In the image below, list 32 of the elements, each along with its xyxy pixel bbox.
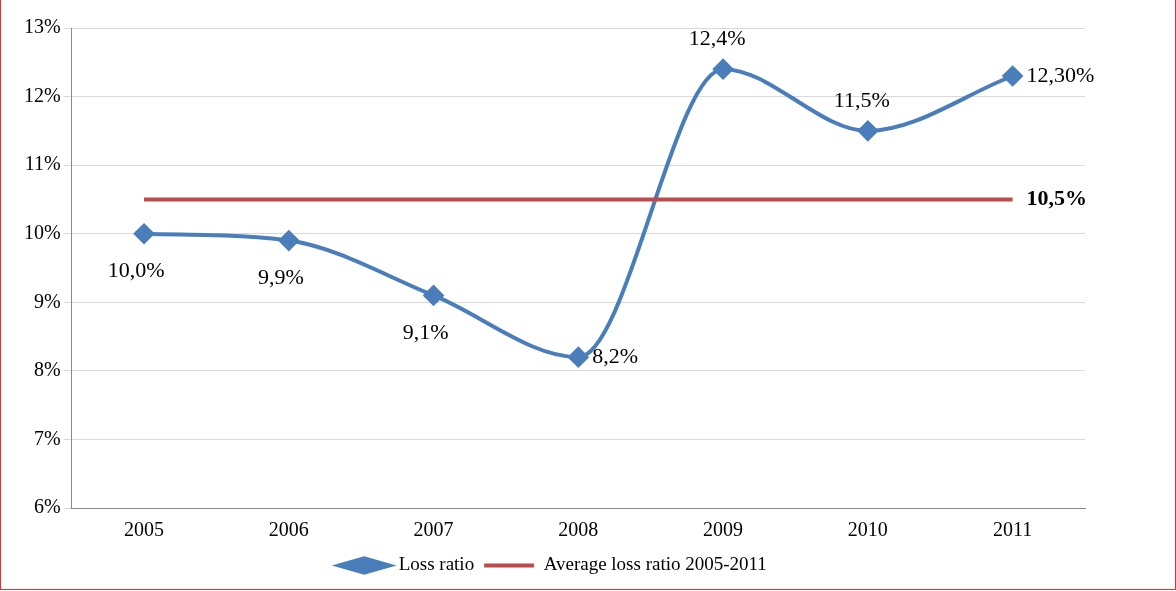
data-label: 12,4% — [688, 24, 746, 50]
point — [423, 285, 444, 306]
y-tick-label: 6% — [33, 495, 61, 518]
data-label: 11,5% — [833, 86, 890, 112]
point — [134, 223, 155, 244]
point — [568, 347, 589, 368]
data-label: 10,0% — [107, 257, 165, 283]
y-tick-label: 7% — [33, 426, 61, 449]
y-tick-label: 12% — [23, 83, 61, 106]
y-tick-label: 13% — [23, 15, 61, 38]
x-tick-label: 2008 — [558, 518, 599, 541]
x-tick-label: 2005 — [124, 518, 165, 541]
y-tick-label: 9% — [33, 289, 61, 312]
point — [713, 59, 734, 80]
data-label: 9,9% — [257, 264, 304, 290]
data-label: 9,1% — [402, 319, 449, 345]
legend-label: Average loss ratio 2005-2011 — [543, 553, 767, 575]
y-tick-label: 11% — [24, 152, 61, 175]
point — [857, 120, 878, 141]
y-tick-label: 10% — [23, 220, 61, 243]
x-tick-label: 2007 — [413, 518, 454, 541]
data-label: 12,30% — [1026, 61, 1095, 87]
y-tick-label: 8% — [33, 358, 61, 381]
data-label: 10,5% — [1026, 185, 1088, 211]
x-tick-label: 2006 — [268, 518, 309, 541]
point — [278, 230, 299, 251]
point — [1002, 66, 1023, 86]
data-label: 8,2% — [592, 342, 639, 368]
legend-label: Loss ratio — [398, 553, 475, 575]
x-tick-label: 2011 — [992, 518, 1033, 541]
x-tick-label: 2010 — [847, 518, 888, 541]
x-tick-label: 2009 — [703, 518, 744, 541]
